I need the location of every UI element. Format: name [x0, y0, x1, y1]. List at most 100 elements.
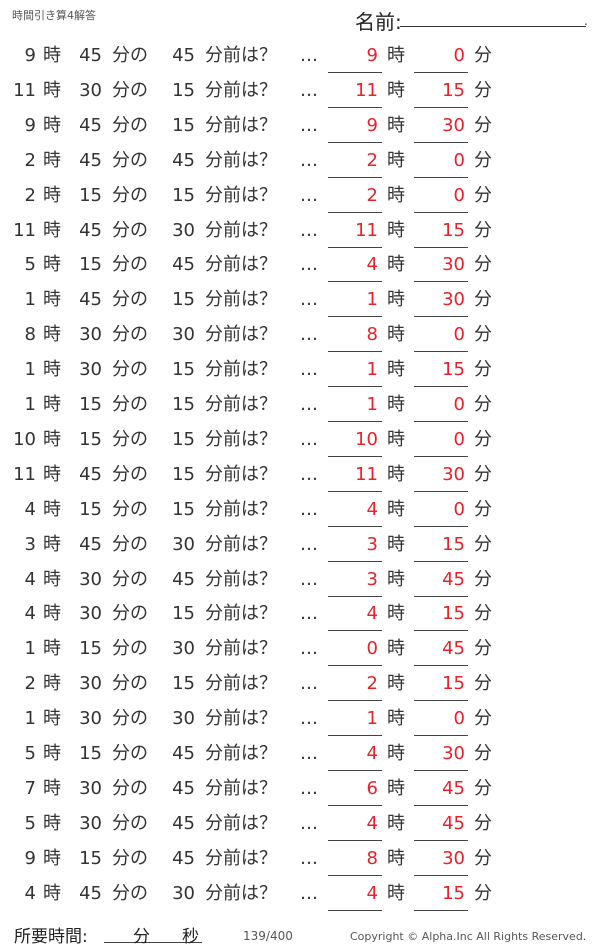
- minute-of-label: 分の: [112, 673, 148, 695]
- answer-hour-line[interactable]: [328, 281, 382, 283]
- answer-minute-line[interactable]: [414, 700, 468, 702]
- start-hour: 11: [13, 219, 36, 241]
- answer-hour-line[interactable]: [328, 770, 382, 771]
- answer-hour-label: 時: [387, 114, 405, 136]
- answer-hour-label: 時: [387, 777, 405, 799]
- answer-minute-line[interactable]: [414, 386, 468, 388]
- start-minute: 30: [79, 568, 102, 590]
- answer-minute-line[interactable]: [414, 735, 468, 737]
- answer-minute: 0: [453, 184, 465, 206]
- answer-hour-line[interactable]: [328, 700, 382, 702]
- answer-hour-line[interactable]: [328, 839, 382, 841]
- minute-of-label: 分の: [112, 882, 148, 904]
- answer-hour-line[interactable]: [328, 455, 382, 457]
- minute-of-label: 分の: [112, 638, 148, 660]
- problem-row: 4 時 45 分の 30 分前は？… 4 時 15 分: [0, 882, 600, 916]
- answer-hour-line[interactable]: [328, 560, 382, 562]
- answer-hour-line[interactable]: [328, 176, 382, 178]
- answer-minute-line[interactable]: [414, 665, 468, 667]
- answer-minute-label: 分: [474, 114, 492, 136]
- hour-label: 時: [43, 673, 61, 695]
- answer-hour-line[interactable]: [328, 909, 382, 911]
- answer-hour-line[interactable]: [328, 72, 382, 73]
- hour-label: 時: [43, 324, 61, 346]
- answer-minute-line[interactable]: [414, 560, 468, 562]
- answer-hour-line[interactable]: [328, 804, 382, 806]
- answer-hour-line[interactable]: [328, 141, 382, 143]
- answer-hour-line[interactable]: [328, 351, 382, 353]
- answer-minute-label: 分: [474, 289, 492, 311]
- problem-row: 1 時 30 分の 15 分前は？… 1 時 15 分: [0, 358, 600, 392]
- answer-hour-line[interactable]: [328, 525, 382, 527]
- answer-hour-label: 時: [387, 638, 405, 660]
- answer-hour-label: 時: [387, 79, 405, 101]
- answer-minute-line[interactable]: [414, 455, 468, 457]
- answer-minute-line[interactable]: [414, 281, 468, 283]
- answer-hour-label: 時: [387, 324, 405, 346]
- answer-minute-line[interactable]: [414, 595, 468, 597]
- answer-minute-line[interactable]: [414, 211, 468, 213]
- answer-hour-line[interactable]: [328, 874, 382, 876]
- answer-hour-line[interactable]: [328, 595, 382, 597]
- answer-minute-line[interactable]: [414, 421, 468, 422]
- answer-hour-label: 時: [387, 533, 405, 555]
- ellipsis: …: [300, 812, 318, 834]
- answer-minute-line[interactable]: [414, 316, 468, 318]
- answer-hour-label: 時: [387, 45, 405, 66]
- answer-hour: 4: [366, 254, 378, 276]
- problem-row: 11 時 45 分の 30 分前は？ … 11 時 15 分: [0, 219, 600, 253]
- answer-hour-line[interactable]: [328, 665, 382, 667]
- answer-minute-line[interactable]: [414, 804, 468, 806]
- answer-hour-label: 時: [387, 428, 405, 450]
- answer-hour-line[interactable]: [328, 106, 382, 108]
- hour-label: 時: [43, 463, 61, 485]
- hour-label: 時: [43, 219, 61, 241]
- subtract-minutes: 30: [172, 219, 195, 241]
- minutes-before-label: 分前は？: [205, 219, 277, 241]
- answer-minute-line[interactable]: [414, 141, 468, 143]
- answer-minute-line[interactable]: [414, 909, 468, 911]
- minutes-before-label: 分前は？: [205, 359, 277, 381]
- answer-minute-line[interactable]: [414, 106, 468, 108]
- answer-hour: 3: [366, 568, 378, 590]
- answer-minute-line[interactable]: [414, 839, 468, 841]
- hour-label: 時: [43, 149, 61, 171]
- answer-minute-line[interactable]: [414, 874, 468, 876]
- time-required-line[interactable]: [104, 942, 202, 943]
- answer-hour-label: 時: [387, 498, 405, 520]
- answer-minute-line[interactable]: [414, 72, 468, 73]
- name-field-line[interactable]: [400, 26, 586, 27]
- answer-minute-line[interactable]: [414, 176, 468, 178]
- subtract-minutes: 15: [172, 114, 195, 136]
- minutes-before-label: 分前は？: [205, 708, 277, 730]
- answer-hour-line[interactable]: [328, 211, 382, 213]
- answer-hour-line[interactable]: [328, 490, 382, 492]
- answer-minute-line[interactable]: [414, 525, 468, 527]
- start-hour: 5: [24, 812, 36, 834]
- answer-minute-label: 分: [474, 568, 492, 590]
- start-hour: 7: [24, 777, 36, 799]
- answer-hour: 8: [366, 324, 378, 346]
- answer-minute-line[interactable]: [414, 490, 468, 492]
- answer-hour-line[interactable]: [328, 735, 382, 737]
- answer-minute: 0: [453, 324, 465, 346]
- ellipsis: …: [300, 463, 318, 485]
- start-hour: 4: [24, 882, 36, 904]
- hour-label: 時: [43, 79, 61, 101]
- answer-hour-line[interactable]: [328, 630, 382, 632]
- answer-minute-line[interactable]: [414, 246, 468, 248]
- answer-minute-line[interactable]: [414, 630, 468, 632]
- answer-minute-label: 分: [474, 428, 492, 450]
- answer-minute-line[interactable]: [414, 351, 468, 353]
- answer-minute-label: 分: [474, 324, 492, 346]
- start-hour: 8: [24, 324, 36, 346]
- answer-minute-line[interactable]: [414, 770, 468, 771]
- answer-hour-line[interactable]: [328, 316, 382, 318]
- answer-hour-line[interactable]: [328, 421, 382, 422]
- answer-hour: 2: [366, 184, 378, 206]
- answer-hour-line[interactable]: [328, 246, 382, 248]
- answer-hour: 8: [366, 847, 378, 869]
- answer-minute-label: 分: [474, 882, 492, 904]
- answer-minute-label: 分: [474, 45, 492, 66]
- answer-hour-line[interactable]: [328, 386, 382, 388]
